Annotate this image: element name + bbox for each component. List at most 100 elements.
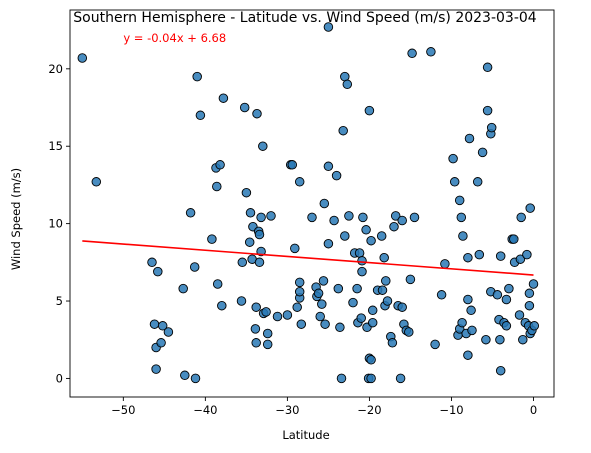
y-axis-ticks: 0 5 10 15 20 <box>48 62 70 385</box>
data-point <box>340 231 350 241</box>
data-point <box>254 229 265 240</box>
data-point <box>361 225 371 235</box>
data-point <box>317 299 327 309</box>
data-point <box>333 283 344 294</box>
data-point <box>463 294 473 305</box>
data-point <box>212 279 223 289</box>
data-point <box>251 302 261 312</box>
data-point <box>456 212 467 223</box>
data-point <box>244 237 255 247</box>
data-point <box>358 212 368 223</box>
data-point <box>266 211 276 221</box>
data-point <box>195 110 206 121</box>
data-point <box>250 324 261 334</box>
x-tick-label: −40 <box>193 403 217 417</box>
data-point <box>395 373 406 384</box>
data-point <box>261 307 271 317</box>
data-point <box>467 325 477 336</box>
data-point <box>387 338 398 348</box>
data-point <box>262 339 273 350</box>
x-axis-label: Latitude <box>282 428 329 442</box>
plot-area <box>69 9 555 398</box>
data-point <box>319 198 330 209</box>
data-point <box>515 254 526 264</box>
data-point <box>237 257 248 268</box>
data-point <box>313 288 324 299</box>
data-point <box>457 317 467 328</box>
y-tick-label: 15 <box>48 139 63 153</box>
data-point <box>236 296 247 306</box>
data-point <box>294 177 305 187</box>
data-point <box>335 322 345 333</box>
data-point <box>409 212 420 223</box>
data-point <box>163 327 174 337</box>
data-point <box>292 302 302 312</box>
data-point <box>449 177 460 187</box>
x-tick-label: 0 <box>530 403 537 417</box>
data-point <box>344 211 354 221</box>
data-point <box>192 71 202 82</box>
data-point <box>356 313 366 323</box>
data-point <box>190 373 201 384</box>
x-tick-label: −20 <box>357 403 381 417</box>
data-point <box>397 302 407 312</box>
data-point <box>294 277 305 288</box>
y-tick-label: 0 <box>56 371 63 385</box>
data-point <box>492 290 503 300</box>
data-point <box>315 311 325 322</box>
data-point <box>207 234 217 244</box>
data-point <box>331 170 342 181</box>
x-axis-ticks: −50 −40 −30 −20 −10 0 <box>111 397 537 417</box>
data-point <box>296 319 307 329</box>
data-point <box>495 365 506 376</box>
data-point <box>379 252 389 263</box>
y-axis-label: Wind Speed (m/s) <box>9 168 23 270</box>
data-point <box>336 373 347 384</box>
data-point <box>357 256 367 266</box>
data-point <box>364 105 375 116</box>
data-point <box>397 215 407 226</box>
data-point <box>525 203 535 213</box>
data-point <box>352 283 362 294</box>
data-point <box>153 266 163 277</box>
data-point <box>323 238 334 249</box>
data-point <box>156 338 166 348</box>
data-point <box>262 328 273 339</box>
data-point <box>426 47 436 57</box>
x-tick-label: −50 <box>111 403 135 417</box>
data-point <box>366 235 376 246</box>
data-point <box>495 334 505 345</box>
data-point <box>448 153 458 164</box>
data-point <box>366 373 376 384</box>
data-point <box>287 160 298 170</box>
data-point <box>217 300 227 311</box>
chart-title: Southern Hemisphere - Latitude vs. Wind … <box>73 10 536 26</box>
data-point <box>377 285 388 295</box>
data-point <box>430 339 440 350</box>
data-point <box>218 93 229 103</box>
y-tick-label: 10 <box>48 217 63 231</box>
data-point <box>440 259 450 269</box>
data-point <box>212 181 222 192</box>
data-point <box>482 105 493 116</box>
data-point <box>272 311 283 322</box>
y-tick-label: 5 <box>56 294 63 308</box>
data-point <box>318 276 329 286</box>
data-point <box>258 141 268 151</box>
x-tick-label: −10 <box>439 403 463 417</box>
data-point <box>522 249 532 260</box>
data-point <box>458 231 468 241</box>
data-point <box>239 102 250 113</box>
data-point <box>245 208 256 218</box>
data-point <box>436 290 447 300</box>
data-point <box>495 251 506 261</box>
data-point <box>252 108 262 119</box>
data-point <box>486 122 497 133</box>
data-point <box>516 212 526 223</box>
data-point <box>77 53 88 63</box>
data-point <box>504 283 514 294</box>
data-point <box>528 279 539 289</box>
data-point <box>501 294 512 305</box>
data-point <box>357 266 367 277</box>
data-point <box>185 208 196 218</box>
